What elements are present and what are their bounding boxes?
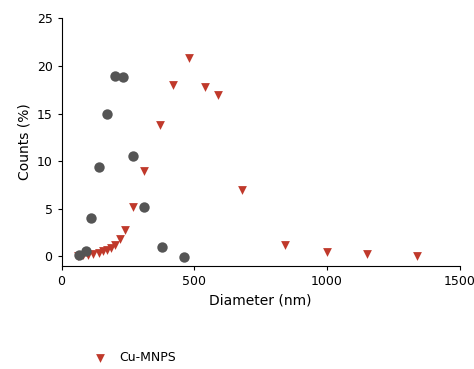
Cu-MNPS [201,84,209,90]
Cu-MNPS [323,249,331,255]
P-MNPS [82,248,89,254]
Cu-MNPS [169,82,177,88]
P-MNPS [111,73,118,79]
Cu-MNPS [156,122,164,128]
Cu-MNPS [107,245,115,251]
Cu-MNPS [103,246,110,252]
Cu-MNPS [84,252,92,258]
Cu-MNPS [238,187,246,193]
Cu-MNPS [185,55,193,61]
Cu-MNPS [79,252,87,258]
P-MNPS [140,204,148,210]
Cu-MNPS [140,168,148,173]
Cu-MNPS [111,242,118,248]
Legend: Cu-MNPS, P-MNPS: Cu-MNPS, P-MNPS [88,351,176,369]
Cu-MNPS [281,242,288,248]
P-MNPS [87,215,95,221]
Cu-MNPS [413,253,421,259]
P-MNPS [75,252,82,258]
Cu-MNPS [363,251,371,257]
P-MNPS [119,75,127,80]
Cu-MNPS [99,248,107,254]
P-MNPS [129,154,137,159]
P-MNPS [103,111,110,117]
Cu-MNPS [214,92,222,97]
Cu-MNPS [129,204,137,210]
Cu-MNPS [74,253,82,259]
P-MNPS [180,254,188,260]
X-axis label: Diameter (nm): Diameter (nm) [210,293,312,307]
Cu-MNPS [116,236,124,242]
Cu-MNPS [121,227,129,232]
Cu-MNPS [95,250,102,256]
Cu-MNPS [90,251,97,257]
Y-axis label: Counts (%): Counts (%) [17,104,31,180]
P-MNPS [159,244,166,249]
P-MNPS [95,164,102,170]
